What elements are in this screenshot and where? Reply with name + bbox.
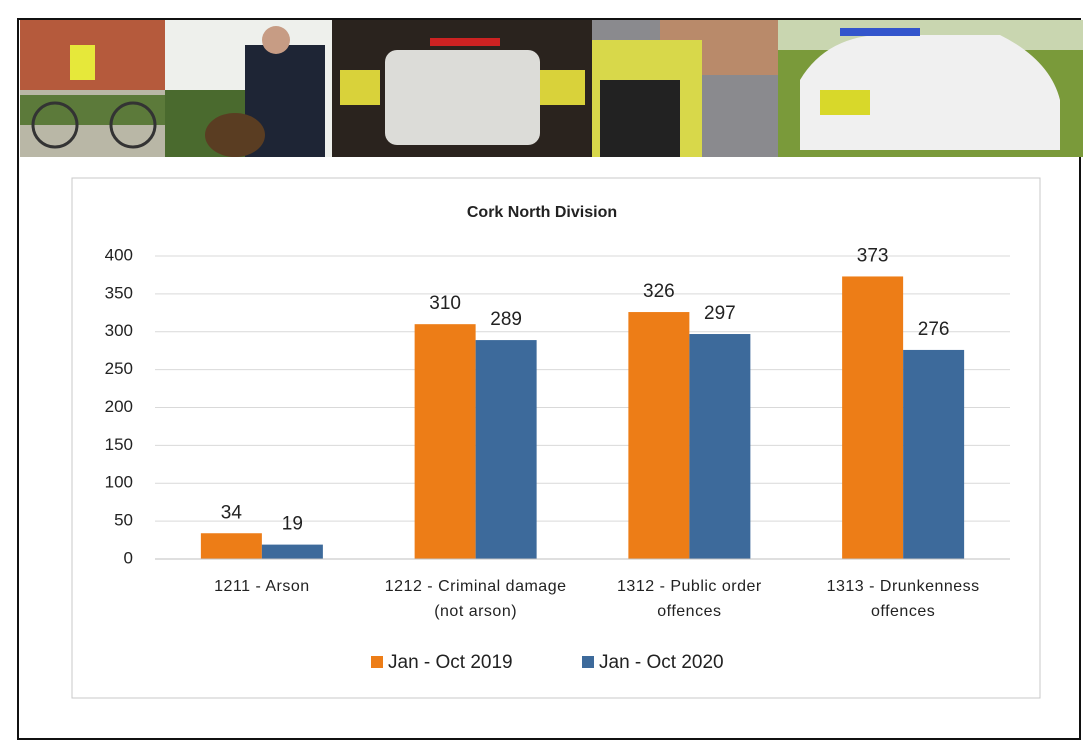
data-label: 373 xyxy=(857,245,889,266)
chart-title: Cork North Division xyxy=(467,204,617,221)
x-tick-label: 1212 - Criminal damage (not arson) xyxy=(384,578,567,620)
y-tick-label: 150 xyxy=(105,435,133,454)
legend-swatch xyxy=(371,656,383,668)
data-label: 276 xyxy=(918,319,950,340)
bar xyxy=(414,324,476,559)
data-label: 310 xyxy=(429,293,461,314)
legend-label: Jan - Oct 2019 xyxy=(388,652,513,673)
bar xyxy=(628,312,690,559)
data-label: 289 xyxy=(490,309,522,330)
bar xyxy=(689,334,751,559)
y-tick-label: 350 xyxy=(105,283,133,302)
banner xyxy=(20,20,1083,157)
data-label: 34 xyxy=(221,502,243,523)
y-tick-label: 50 xyxy=(114,511,133,530)
x-tick-label: 1312 - Public order offences xyxy=(617,578,762,620)
y-tick-label: 0 xyxy=(124,548,133,567)
legend-swatch xyxy=(582,656,594,668)
y-tick-label: 400 xyxy=(105,245,133,264)
page-frame xyxy=(17,18,1081,740)
bar xyxy=(200,533,262,559)
bar xyxy=(475,340,537,559)
bar xyxy=(903,349,965,559)
x-tick-label: 1211 - Arson xyxy=(214,578,310,595)
bar xyxy=(261,544,323,559)
legend-label: Jan - Oct 2020 xyxy=(599,652,724,673)
y-tick-label: 200 xyxy=(105,397,133,416)
bar xyxy=(842,276,904,559)
y-tick-label: 100 xyxy=(105,473,133,492)
x-tick-label: 1313 - Drunkenness offences xyxy=(826,578,980,620)
data-label: 19 xyxy=(282,514,303,535)
y-tick-label: 250 xyxy=(105,359,133,378)
data-label: 326 xyxy=(643,281,675,302)
y-tick-label: 300 xyxy=(105,321,133,340)
data-label: 297 xyxy=(704,303,736,324)
